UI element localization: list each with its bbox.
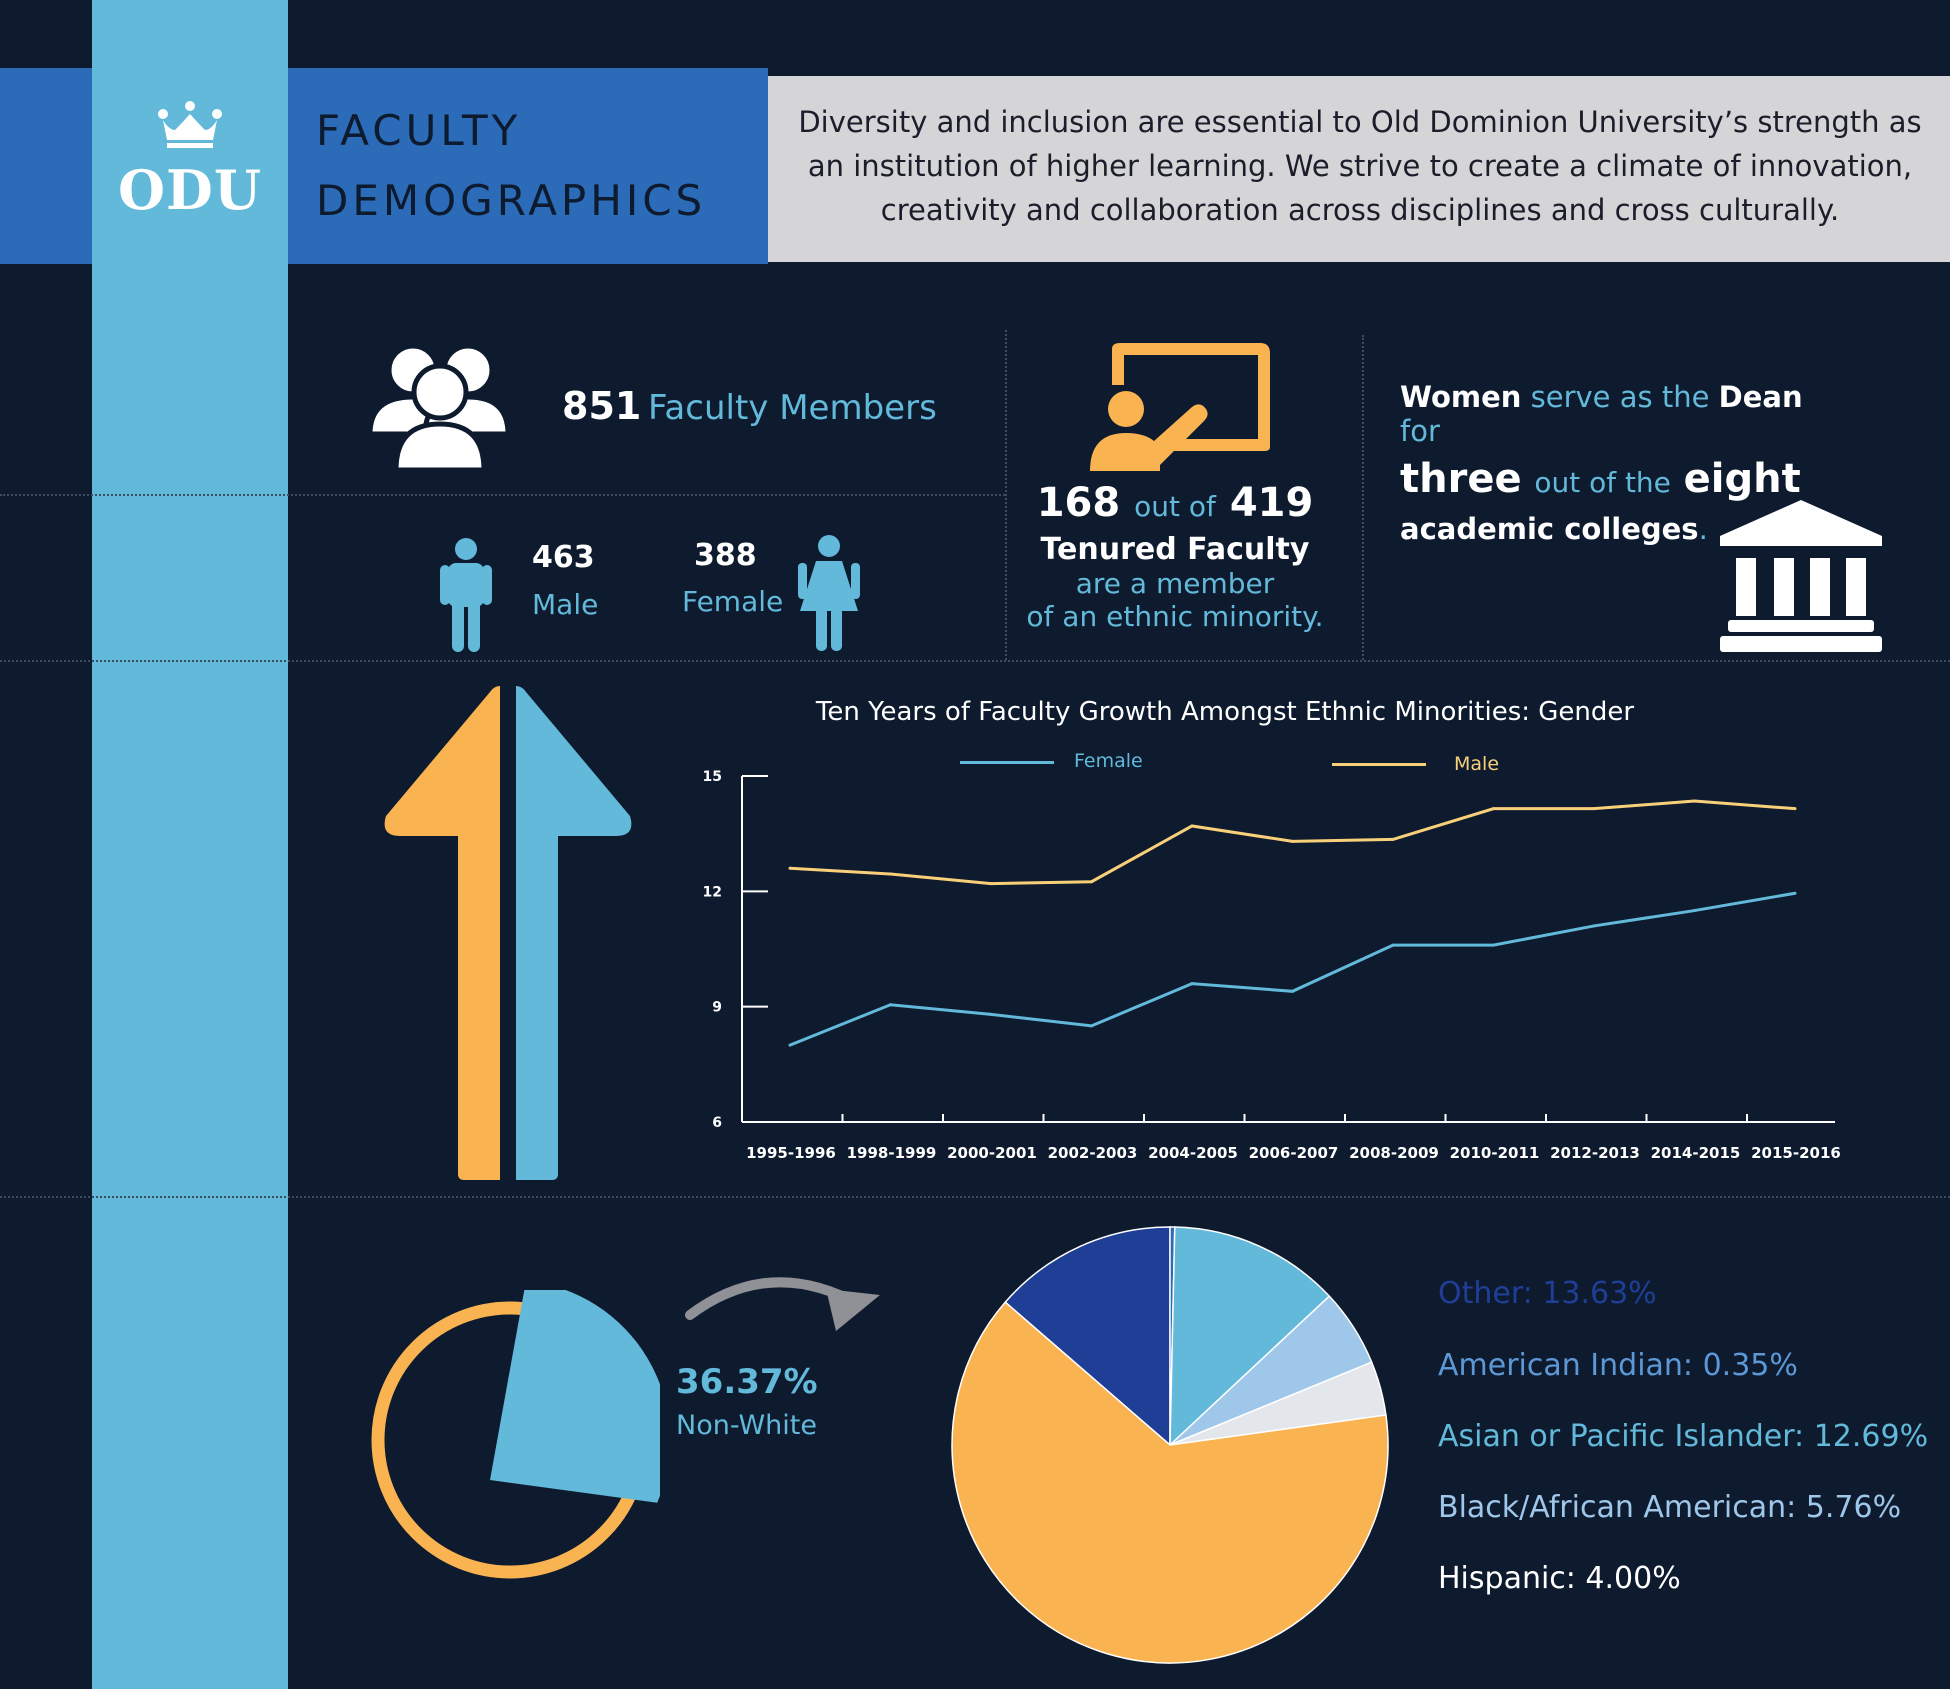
x-tick-label: 1995-1996 bbox=[746, 1144, 836, 1162]
tenure-total: 419 bbox=[1229, 480, 1314, 526]
data-point-male bbox=[1090, 880, 1093, 884]
intro-panel bbox=[768, 76, 1950, 262]
data-point-female bbox=[1391, 943, 1395, 947]
non-white-percent: 36.37% bbox=[676, 1362, 818, 1402]
non-white-ring-chart bbox=[371, 1290, 660, 1579]
chart-title: Ten Years of Faculty Growth Amongst Ethn… bbox=[815, 697, 1635, 727]
x-tick-label: 2002-2003 bbox=[1048, 1144, 1138, 1162]
dean-word: out of the bbox=[1534, 466, 1671, 499]
data-point-male bbox=[1592, 807, 1596, 811]
page-title-line2: DEMOGRAPHICS bbox=[316, 176, 707, 225]
legend-label-female: Female bbox=[1074, 750, 1143, 772]
male-label: Male bbox=[532, 588, 599, 621]
pie-slice-2 bbox=[1169, 1226, 1331, 1447]
pie-legend-asian: Asian or Pacific Islander: 12.69% bbox=[1438, 1419, 1929, 1454]
tenure-label: Tenured Faculty bbox=[1040, 532, 1310, 567]
dean-statement: Women serve as the Dean for three out of… bbox=[1400, 380, 1840, 546]
ethnicity-pie-chart bbox=[951, 1226, 1389, 1664]
data-point-male bbox=[788, 866, 792, 870]
x-tick-label: 2008-2009 bbox=[1349, 1144, 1439, 1162]
dean-word: . bbox=[1698, 512, 1708, 546]
x-tick-label: 2006-2007 bbox=[1249, 1144, 1339, 1162]
y-tick-label: 6 bbox=[712, 1115, 722, 1131]
divider bbox=[0, 494, 1005, 496]
tenure-out-of: out of bbox=[1134, 490, 1216, 523]
y-tick-label: 15 bbox=[703, 769, 722, 785]
pie-legend-other: Other: 13.63% bbox=[1438, 1276, 1657, 1311]
x-tick-label: 2014-2015 bbox=[1651, 1144, 1741, 1162]
intro-text: Diversity and inclusion are essential to… bbox=[798, 105, 1922, 227]
pie-legend-hispanic: Hispanic: 4.00% bbox=[1438, 1561, 1681, 1596]
data-point-female bbox=[788, 1043, 792, 1047]
male-icon bbox=[440, 538, 492, 652]
teacher-board-icon bbox=[1090, 343, 1270, 471]
divider bbox=[1362, 335, 1364, 660]
non-white-label: Non-White bbox=[676, 1410, 817, 1441]
tenure-text-2: of an ethnic minority. bbox=[1026, 600, 1324, 633]
crown-icon bbox=[158, 101, 222, 148]
x-tick-label: 2015-2016 bbox=[1751, 1144, 1841, 1162]
data-point-male bbox=[1693, 799, 1696, 803]
pie-legend-american-indian: American Indian: 0.35% bbox=[1438, 1348, 1798, 1383]
page-title-line1: FACULTY bbox=[316, 106, 522, 155]
building-icon bbox=[1720, 500, 1882, 652]
series-line-female bbox=[789, 891, 1796, 1047]
x-tick-label: 1998-1999 bbox=[847, 1144, 937, 1162]
pie-legend-black: Black/African American: 5.76% bbox=[1438, 1490, 1902, 1525]
group-icon bbox=[368, 343, 508, 472]
legend-swatch-female bbox=[960, 761, 1054, 764]
x-tick-label: 2000-2001 bbox=[947, 1144, 1037, 1162]
tenure-block: 168 out of 419 Tenured Faculty are a mem… bbox=[1010, 480, 1340, 633]
dean-word: academic colleges bbox=[1400, 512, 1699, 546]
line-chart: 15 12 9 6 1995-1996 1998-1999 2000-2001 2002-20… bbox=[703, 769, 1841, 1162]
faculty-total-label: Faculty Members bbox=[648, 388, 937, 428]
y-tick-label: 12 bbox=[703, 884, 722, 900]
pie-slice-5 bbox=[951, 1301, 1389, 1664]
dean-word: Women bbox=[1400, 380, 1522, 414]
tenure-count: 168 bbox=[1036, 480, 1121, 526]
divider bbox=[0, 1196, 1950, 1198]
legend-label-male: Male bbox=[1454, 753, 1500, 775]
data-point-male bbox=[1793, 807, 1797, 811]
data-point-female bbox=[1492, 943, 1495, 947]
female-count: 388 bbox=[694, 538, 757, 573]
legend-swatch-male bbox=[1332, 763, 1426, 766]
x-tick-label: 2004-2005 bbox=[1148, 1144, 1238, 1162]
side-stripe bbox=[92, 0, 288, 1689]
x-tick-label: 2010-2011 bbox=[1450, 1144, 1540, 1162]
data-point-male bbox=[1492, 807, 1495, 811]
x-tick-label: 2012-2013 bbox=[1550, 1144, 1640, 1162]
male-count: 463 bbox=[532, 540, 595, 575]
pie-slice-0 bbox=[1004, 1226, 1171, 1447]
dean-word: eight bbox=[1683, 456, 1801, 502]
dean-word: three bbox=[1400, 456, 1522, 502]
data-point-male bbox=[889, 872, 892, 876]
data-point-female bbox=[1793, 891, 1797, 895]
data-point-female bbox=[1592, 924, 1596, 928]
data-point-female bbox=[889, 1003, 892, 1007]
divider bbox=[1005, 330, 1007, 660]
divider bbox=[0, 660, 1950, 662]
faculty-total: 851 bbox=[562, 384, 642, 428]
dean-word: serve as the bbox=[1530, 380, 1710, 414]
y-tick-label: 9 bbox=[712, 1000, 722, 1016]
up-arrow-icon bbox=[384, 686, 632, 1180]
female-icon bbox=[798, 535, 860, 651]
data-point-male bbox=[1291, 839, 1294, 843]
data-point-female bbox=[1090, 1024, 1093, 1028]
data-point-female bbox=[1693, 909, 1696, 913]
dean-word: Dean bbox=[1718, 380, 1803, 414]
data-point-male bbox=[1190, 824, 1194, 828]
ring-highlight-slice bbox=[490, 1290, 660, 1503]
curved-arrow-icon bbox=[685, 1277, 880, 1331]
logo-text: ODU bbox=[118, 158, 262, 222]
data-point-male bbox=[1391, 837, 1395, 841]
data-point-female bbox=[1291, 989, 1294, 993]
dean-word: for bbox=[1400, 414, 1440, 448]
data-point-female bbox=[1190, 982, 1194, 986]
female-label: Female bbox=[682, 585, 784, 618]
tenure-text-1: are a member bbox=[1075, 567, 1275, 600]
data-point-male bbox=[989, 882, 993, 886]
data-point-female bbox=[989, 1012, 993, 1016]
